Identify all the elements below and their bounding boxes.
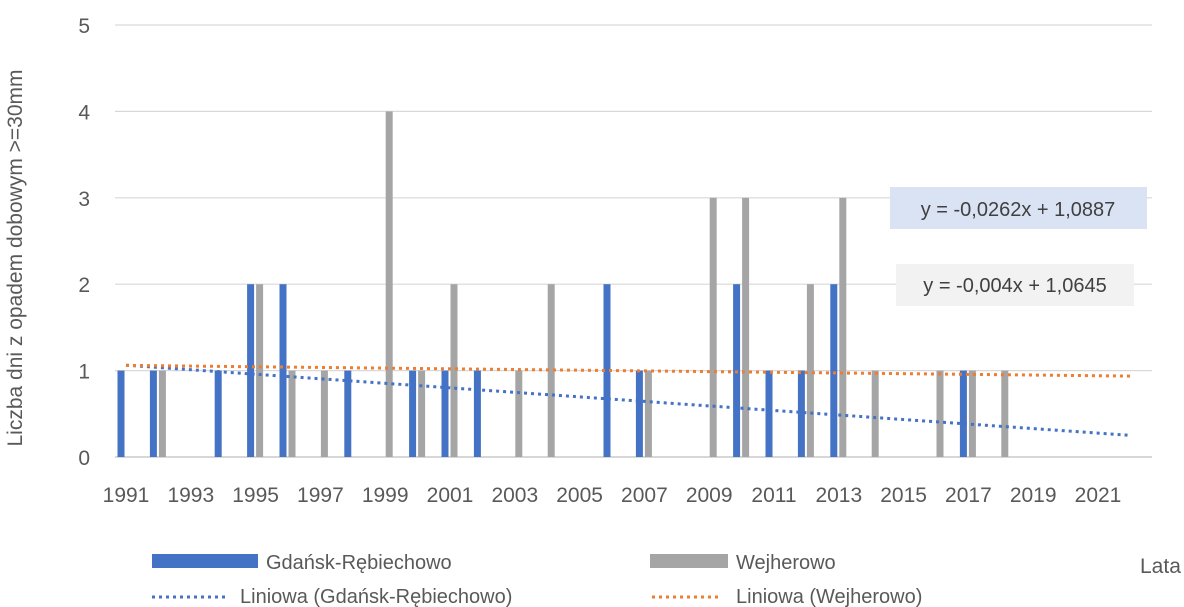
bar-wejherowo bbox=[256, 284, 264, 457]
legend-label-wejherowo: Wejherowo bbox=[736, 552, 836, 574]
bar-wejherowo bbox=[385, 111, 393, 458]
x-tick-label: 2017 bbox=[945, 484, 992, 507]
legend-label-gdansk: Gdańsk-Rębiechowo bbox=[266, 552, 452, 574]
x-axis-ticks: 1991 1993 1995 1997 1999 2001 2003 2005 2007 2009… bbox=[103, 484, 1122, 507]
bar-gdansk bbox=[765, 370, 773, 457]
x-tick-label: 2011 bbox=[751, 484, 796, 507]
y-tick-label: 5 bbox=[78, 15, 90, 38]
x-tick-label: 2007 bbox=[621, 484, 668, 507]
trendline-equation-wejherowo: y = -0,004x + 1,0645 bbox=[923, 275, 1106, 297]
x-tick-label: 2003 bbox=[491, 484, 538, 507]
bar-gdansk bbox=[830, 284, 838, 457]
bar-gdansk bbox=[603, 284, 611, 457]
trendline-label-gdansk: y = -0,0262x + 1,0887 bbox=[890, 187, 1147, 229]
y-tick-label: 4 bbox=[78, 101, 90, 124]
legend-label-trend-gdansk: Liniowa (Gdańsk-Rębiechowo) bbox=[240, 586, 512, 607]
bar-wejherowo bbox=[709, 197, 717, 458]
legend: Gdańsk-Rębiechowo Wejherowo Liniowa (Gda… bbox=[152, 552, 922, 607]
bar-gdansk bbox=[247, 284, 255, 457]
legend-label-trend-wejherowo: Liniowa (Wejherowo) bbox=[736, 586, 922, 607]
x-tick-label: 2001 bbox=[427, 484, 474, 507]
x-tick-label: 1995 bbox=[232, 484, 279, 507]
trendline-label-wejherowo: y = -0,004x + 1,0645 bbox=[896, 264, 1134, 306]
x-tick-label: 1993 bbox=[167, 484, 214, 507]
bar-gdansk bbox=[635, 370, 643, 457]
bar-gdansk bbox=[473, 370, 481, 457]
bar-wejherowo bbox=[515, 370, 523, 457]
x-tick-label: 1999 bbox=[362, 484, 409, 507]
legend-swatch-gdansk bbox=[152, 554, 258, 568]
bar-gdansk bbox=[959, 370, 967, 457]
bar-wejherowo bbox=[839, 197, 847, 458]
legend-item-wejherowo: Wejherowo bbox=[650, 552, 836, 574]
bar-gdansk bbox=[409, 370, 417, 457]
legend-item-gdansk: Gdańsk-Rębiechowo bbox=[152, 552, 452, 574]
bar-wejherowo bbox=[936, 370, 944, 457]
x-tick-label: 2013 bbox=[815, 484, 862, 507]
bar-wejherowo bbox=[288, 370, 296, 457]
bar-gdansk bbox=[797, 370, 805, 457]
bar-wejherowo bbox=[418, 370, 426, 457]
trendline-label-gdansk-bg bbox=[890, 187, 1147, 229]
x-tick-label: 2009 bbox=[686, 484, 733, 507]
bar-wejherowo bbox=[968, 370, 976, 457]
bar-gdansk bbox=[279, 284, 287, 457]
bar-wejherowo bbox=[806, 284, 814, 457]
gridlines bbox=[115, 24, 1152, 458]
bar-gdansk bbox=[149, 370, 157, 457]
y-axis-ticks: 0 1 2 3 4 5 bbox=[78, 15, 90, 470]
y-tick-label: 0 bbox=[78, 447, 90, 470]
y-tick-label: 1 bbox=[78, 361, 90, 384]
legend-item-trend-gdansk: Liniowa (Gdańsk-Rębiechowo) bbox=[152, 586, 512, 607]
x-tick-label: 1991 bbox=[103, 484, 150, 507]
x-tick-label: 2019 bbox=[1010, 484, 1057, 507]
bar-wejherowo bbox=[644, 370, 652, 457]
x-tick-label: 1997 bbox=[297, 484, 344, 507]
legend-item-trend-wejherowo: Liniowa (Wejherowo) bbox=[652, 586, 922, 607]
trendlines bbox=[125, 363, 1131, 437]
trendline-gdansk bbox=[125, 363, 1131, 437]
legend-swatch-wejherowo bbox=[650, 554, 728, 568]
x-tick-label: 2005 bbox=[556, 484, 603, 507]
bar-wejherowo bbox=[547, 284, 555, 457]
x-axis-title: Lata bbox=[1140, 555, 1181, 578]
trendline-label-wejherowo-bg bbox=[896, 264, 1134, 306]
bar-wejherowo bbox=[320, 370, 328, 457]
bar-wejherowo bbox=[1001, 370, 1009, 457]
bar-wejherowo bbox=[450, 284, 458, 457]
bar-gdansk bbox=[214, 370, 222, 457]
y-axis-title: Liczba dni z opadem dobowym >=30mm bbox=[4, 69, 27, 446]
bar-wejherowo bbox=[742, 197, 750, 458]
bar-wejherowo bbox=[158, 370, 166, 457]
bar-gdansk bbox=[117, 370, 125, 457]
bar-gdansk bbox=[441, 370, 449, 457]
x-tick-label: 2015 bbox=[880, 484, 927, 507]
y-tick-label: 3 bbox=[78, 188, 90, 211]
bar-wejherowo bbox=[871, 370, 879, 457]
x-tick-label: 2021 bbox=[1075, 484, 1122, 507]
y-tick-label: 2 bbox=[78, 274, 90, 297]
trendline-equation-gdansk: y = -0,0262x + 1,0887 bbox=[921, 199, 1116, 221]
bar-gdansk bbox=[344, 370, 352, 457]
